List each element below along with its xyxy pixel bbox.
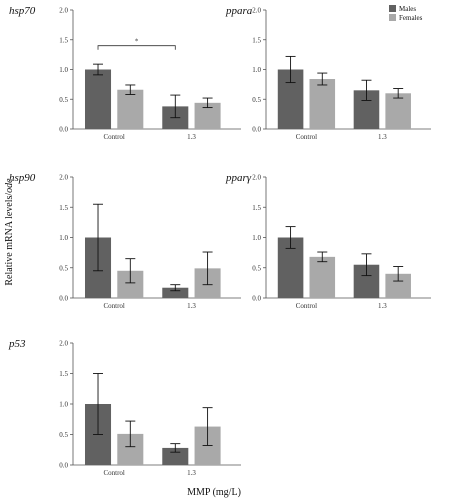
y-tick-label: 1.0: [59, 66, 68, 74]
x-tick-label: Control: [296, 302, 317, 310]
y-tick-label: 1.5: [59, 370, 68, 378]
x-tick-label: Control: [296, 133, 317, 141]
legend-swatch-males: [389, 5, 396, 12]
legend-label-males: Males: [399, 5, 416, 13]
gene-label: hsp90: [9, 172, 36, 184]
legend-swatch-females: [389, 14, 396, 21]
y-tick-label: 2.0: [252, 7, 261, 15]
x-tick-label: Control: [103, 302, 124, 310]
significance-label: *: [135, 38, 139, 46]
significance-bracket: [97, 45, 176, 50]
bar-males-1.3: [162, 287, 189, 298]
x-tick-label: 1.3: [378, 133, 387, 141]
y-axis-label: Relative mRNA levels/ode: [4, 178, 15, 286]
panels: hsp70 0.0 0.5 1.0 1.5 2.0 Control 1.3 * ppara 0.0 0…: [8, 5, 431, 477]
panel-hsp90: hsp90 0.0 0.5 1.0 1.5 2.0 Control 1.3: [9, 172, 241, 310]
y-tick-label: 0.5: [59, 431, 68, 439]
legend: Males Females: [389, 5, 423, 22]
gene-label: hsp70: [9, 5, 36, 17]
y-tick-label: 0.0: [252, 126, 261, 134]
panel-pparγ: pparγ 0.0 0.5 1.0 1.5 2.0 Control 1.3: [225, 172, 431, 310]
y-tick-label: 1.5: [59, 204, 68, 212]
x-tick-label: 1.3: [378, 302, 387, 310]
y-tick-label: 1.0: [252, 66, 261, 74]
y-tick-label: 0.0: [59, 462, 68, 470]
x-axis-label: MMP (mg/L): [187, 487, 241, 498]
bar-females-control: [309, 256, 336, 298]
gene-label: ppara: [225, 5, 253, 17]
y-tick-label: 2.0: [59, 7, 68, 15]
x-tick-label: Control: [103, 133, 124, 141]
y-tick-label: 2.0: [59, 340, 68, 348]
y-tick-label: 0.0: [59, 126, 68, 134]
bar-females-control: [117, 89, 144, 129]
legend-label-females: Females: [399, 14, 423, 22]
y-tick-label: 1.5: [252, 36, 261, 44]
y-tick-label: 1.5: [252, 204, 261, 212]
bar-females-control: [309, 79, 336, 129]
y-tick-label: 1.5: [59, 36, 68, 44]
bar-males-control: [84, 69, 112, 129]
x-tick-label: 1.3: [187, 469, 196, 477]
x-tick-label: 1.3: [187, 302, 196, 310]
y-tick-label: 0.0: [252, 295, 261, 303]
gene-label: p53: [8, 338, 26, 350]
panel-ppara: ppara 0.0 0.5 1.0 1.5 2.0 Control 1.3: [225, 5, 431, 141]
x-tick-label: Control: [103, 469, 124, 477]
y-tick-label: 0.5: [59, 96, 68, 104]
bar-males-1.3: [162, 447, 189, 465]
y-tick-label: 0.5: [59, 264, 68, 272]
gene-label: pparγ: [225, 172, 252, 184]
y-tick-label: 1.0: [59, 401, 68, 409]
bar-females-1.3: [385, 93, 411, 129]
y-tick-label: 0.5: [252, 264, 261, 272]
x-tick-label: 1.3: [187, 133, 196, 141]
panel-p53: p53 0.0 0.5 1.0 1.5 2.0 Control 1.3: [8, 338, 241, 477]
y-tick-label: 0.0: [59, 295, 68, 303]
y-tick-label: 1.0: [59, 234, 68, 242]
y-tick-label: 2.0: [252, 174, 261, 182]
y-tick-label: 0.5: [252, 96, 261, 104]
y-tick-label: 2.0: [59, 174, 68, 182]
y-tick-label: 1.0: [252, 234, 261, 242]
panel-hsp70: hsp70 0.0 0.5 1.0 1.5 2.0 Control 1.3 *: [9, 5, 241, 141]
